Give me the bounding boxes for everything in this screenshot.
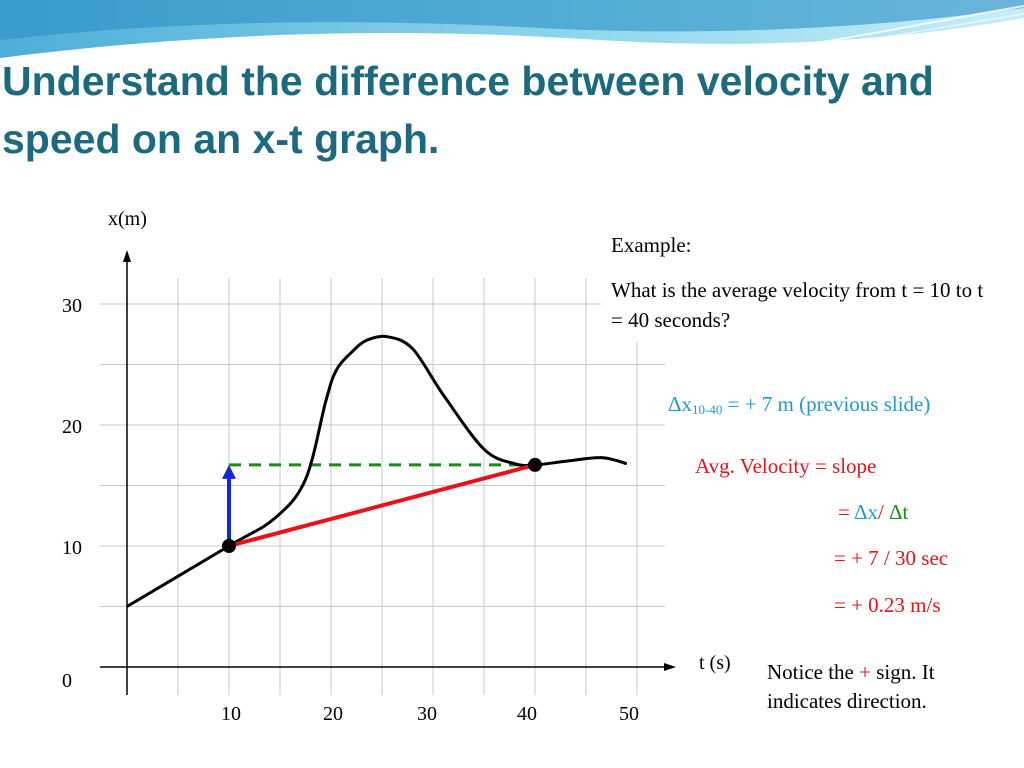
example-box: Example: What is the average velocity fr… — [601, 230, 1001, 342]
calculation-box — [668, 440, 1004, 638]
x-tick-label: 20 — [323, 703, 343, 725]
example-heading: Example: — [611, 233, 692, 257]
chart-grid — [100, 278, 665, 695]
position-curve — [126, 334, 628, 608]
calc-line-result: = + 0.23 m/s — [834, 593, 941, 617]
delta-x-statement: Δx10-40 = + 7 m (previous slide) — [668, 392, 930, 418]
delta-x-arrowhead — [222, 464, 236, 479]
x-tick-label: 30 — [417, 703, 437, 725]
y-axis-label: x(m) — [108, 208, 147, 230]
calc-ratio-dt: Δt — [889, 500, 909, 524]
example-question: What is the average velocity from t = 10… — [611, 278, 984, 332]
x-axis-label: t (s) — [699, 652, 731, 674]
y-tick-label: 20 — [62, 416, 82, 438]
average-velocity-secant-line — [228, 462, 536, 548]
calc-line-slope: Avg. Velocity = slope — [695, 454, 877, 478]
calc-ratio-slash: / — [877, 500, 890, 524]
y-tick-label: 30 — [62, 295, 82, 317]
calc-ratio-equals: = — [838, 500, 854, 524]
chart-axes — [100, 250, 676, 695]
x-axis-arrowhead — [664, 663, 676, 671]
notice-text: Notice the + sign. It indicates directio… — [767, 658, 1007, 716]
data-point-marker — [222, 539, 236, 553]
y-tick-label: 10 — [62, 537, 82, 559]
chart-overlays — [126, 334, 628, 608]
notice-after: sign. It indicates direction. — [767, 660, 935, 713]
slide-title: Understand the difference between veloci… — [2, 58, 934, 162]
x-tick-label: 50 — [619, 703, 639, 725]
calc-line-values: = + 7 / 30 sec — [834, 546, 949, 570]
x-tick-label: 10 — [221, 703, 241, 725]
delta-x-value: = + 7 m (previous slide) — [722, 392, 931, 416]
data-point-marker — [528, 457, 542, 472]
delta-x-symbol: Δx — [668, 392, 693, 416]
y-axis-arrowhead — [123, 250, 131, 262]
calc-line-ratio: = Δx/ Δt — [838, 500, 908, 525]
chart-tick-labels: x(m) t (s) 10 20 30 40 50 0 10 20 30 — [62, 208, 731, 725]
x-tick-label: 40 — [517, 703, 537, 725]
calc-ratio-dx: Δx — [853, 500, 878, 524]
header-wave-decoration — [0, 0, 1024, 69]
notice-plus: + — [859, 660, 871, 684]
delta-x-subscript: 10-40 — [692, 402, 723, 417]
notice-before: Notice the — [767, 660, 860, 684]
y-tick-label: 0 — [62, 670, 72, 692]
